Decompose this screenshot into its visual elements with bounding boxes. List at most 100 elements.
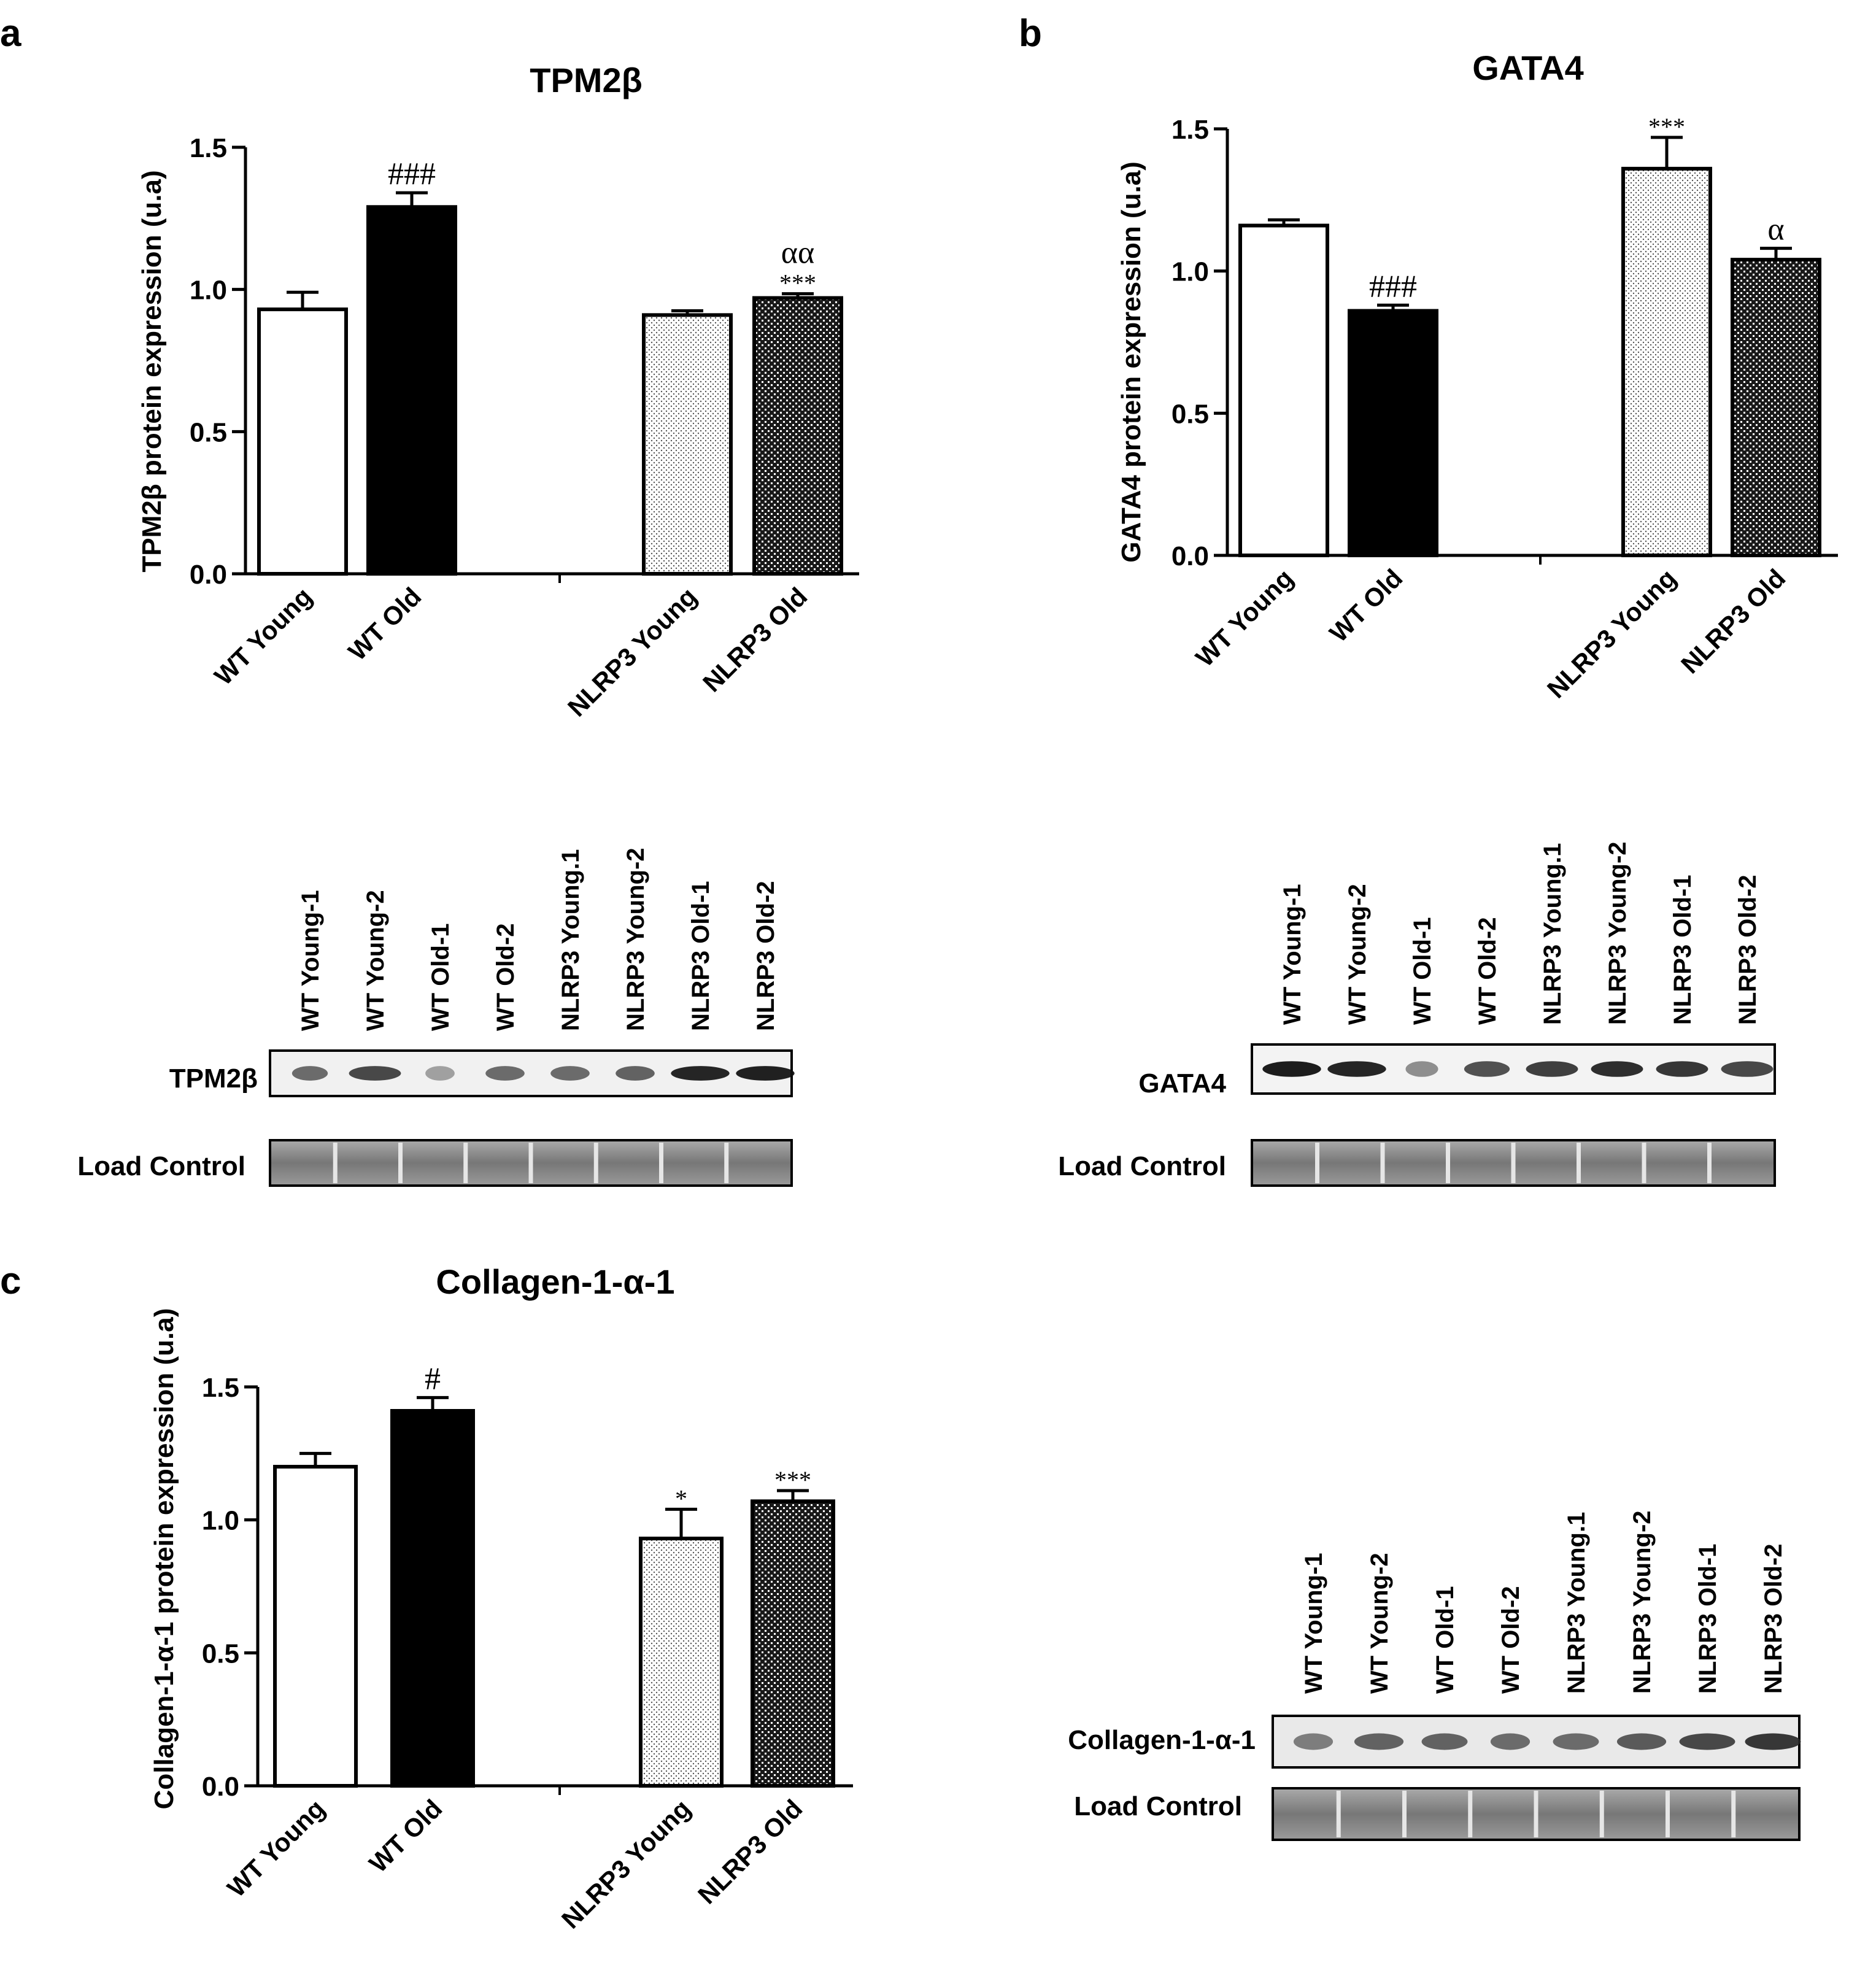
western-blot-c: WT Young-1 WT Young-2 WT Old-1 WT Old-2 NLRP… xyxy=(1068,1510,1801,1841)
lane-label: WT Old-2 xyxy=(492,923,519,1031)
load-control-label: Load Control xyxy=(1074,1791,1242,1821)
protein-label: GATA4 xyxy=(1138,1068,1226,1098)
bar-wt-young xyxy=(1238,223,1329,557)
lane-label: NLRP3 Old-2 xyxy=(752,881,779,1031)
protein-band xyxy=(1616,1733,1667,1750)
significance-annotation: α xyxy=(1767,212,1784,247)
x-tick-label: NLRP3 Old xyxy=(692,1794,808,1909)
western-blot-a: WT Young-1 WT Young-2 WT Old-1 WT Old-2 NLRP… xyxy=(77,847,795,1187)
y-axis-label: GATA4 protein expression (u.a) xyxy=(1116,161,1146,563)
load-control-label: Load Control xyxy=(77,1151,245,1181)
lane-label: NLRP3 Young.1 xyxy=(557,849,584,1031)
bar-nlrp3-old xyxy=(1731,258,1821,557)
lane-label: NLRP3 Young.1 xyxy=(1539,843,1566,1025)
panel-letter-c: c xyxy=(0,1260,21,1302)
chart-title: Collagen-1-α-1 xyxy=(436,1262,674,1301)
x-tick-label: WT Young xyxy=(222,1794,330,1902)
protein-band xyxy=(291,1066,328,1081)
y-tick-label: 0.0 xyxy=(190,560,227,590)
x-tick-label: NLRP3 Old xyxy=(1675,563,1791,679)
bar-nlrp3-young xyxy=(1621,166,1712,558)
y-axis-label: TPM2β protein expression (u.a) xyxy=(137,170,167,572)
lane-label: NLRP3 Young-2 xyxy=(1604,841,1631,1025)
y-tick-label: 1.0 xyxy=(202,1506,239,1536)
protein-band xyxy=(616,1066,655,1081)
panel-letter-a: a xyxy=(0,12,21,55)
protein-band xyxy=(349,1066,401,1081)
y-axis-label: Collagen-1-α-1 protein expression (u.a) xyxy=(149,1308,179,1810)
protein-band xyxy=(1421,1733,1468,1750)
significance-annotation: *** xyxy=(774,1466,811,1494)
protein-band xyxy=(1405,1061,1438,1077)
x-tick-label: NLRP3 Young xyxy=(562,582,702,722)
x-tick-label: WT Young xyxy=(1190,563,1299,672)
lane-label: WT Young-1 xyxy=(297,890,324,1031)
significance-annotation: *** xyxy=(1648,113,1685,141)
x-tick-label: NLRP3 Young xyxy=(556,1794,696,1934)
significance-annotation: # xyxy=(425,1361,441,1396)
protein-band xyxy=(1262,1061,1321,1077)
protein-band xyxy=(1745,1733,1801,1750)
protein-band xyxy=(1526,1061,1578,1077)
lane-label: WT Old-2 xyxy=(1497,1586,1524,1694)
y-tick-label: 0.5 xyxy=(190,417,227,447)
lane-label: NLRP3 Young-2 xyxy=(622,847,649,1031)
lane-label: WT Young-2 xyxy=(362,890,389,1031)
protein-band xyxy=(671,1066,730,1081)
western-blot-b: WT Young-1 WT Young-2 WT Old-1 WT Old-2 NLRP… xyxy=(1058,841,1776,1187)
chart-b: GATA4 GATA4 protein expression (u.a) 0.0… xyxy=(1116,48,1838,704)
y-tick-label: 1.5 xyxy=(1172,115,1209,145)
protein-band xyxy=(1656,1061,1708,1077)
x-tick-label: NLRP3 Old xyxy=(697,582,813,697)
significance-annotation: *** xyxy=(779,269,816,297)
protein-band xyxy=(1490,1733,1531,1750)
lane-label: NLRP3 Old-1 xyxy=(687,881,714,1031)
protein-band xyxy=(1354,1733,1404,1750)
y-tick-label: 0.0 xyxy=(1172,541,1209,571)
lane-label: NLRP3 Old-1 xyxy=(1669,875,1696,1025)
x-tick-label: WT Old xyxy=(1324,563,1408,647)
lane-label: NLRP3 Old-1 xyxy=(1694,1544,1721,1694)
x-tick-label: WT Old xyxy=(342,582,427,666)
x-tick-label: WT Old xyxy=(363,1794,447,1878)
protein-band xyxy=(1553,1733,1599,1750)
protein-band xyxy=(1293,1733,1334,1750)
protein-band xyxy=(1327,1061,1386,1077)
bar-nlrp3-young xyxy=(642,313,733,576)
y-tick-label: 1.0 xyxy=(1172,257,1209,287)
load-control-label: Load Control xyxy=(1058,1151,1226,1181)
chart-title: GATA4 xyxy=(1472,48,1583,87)
y-tick-label: 1.5 xyxy=(202,1373,239,1403)
lane-label: WT Old-1 xyxy=(1432,1586,1459,1694)
protein-band xyxy=(485,1066,525,1081)
lane-label: WT Old-1 xyxy=(1409,917,1436,1025)
protein-band xyxy=(1679,1733,1735,1750)
lane-label: NLRP3 Old-2 xyxy=(1760,1544,1787,1694)
significance-annotation: αα xyxy=(781,236,815,271)
protein-band xyxy=(736,1066,795,1081)
x-tick-label: NLRP3 Young xyxy=(1542,563,1681,703)
protein-band xyxy=(425,1066,455,1081)
protein-band xyxy=(1591,1061,1643,1077)
lane-label: WT Young-1 xyxy=(1300,1553,1327,1694)
protein-label: Collagen-1-α-1 xyxy=(1068,1725,1256,1755)
protein-band xyxy=(1721,1061,1774,1077)
lane-label: NLRP3 Old-2 xyxy=(1734,875,1761,1025)
protein-band xyxy=(1464,1061,1510,1077)
y-tick-label: 0.5 xyxy=(202,1639,239,1669)
y-tick-label: 0.5 xyxy=(1172,399,1209,429)
significance-annotation: ### xyxy=(1369,269,1417,304)
significance-annotation: * xyxy=(675,1484,687,1512)
panel-letter-b: b xyxy=(1019,12,1042,55)
significance-annotation: ### xyxy=(388,156,436,191)
protein-band xyxy=(550,1066,590,1081)
lane-label: WT Young-2 xyxy=(1344,884,1371,1025)
bar-wt-old xyxy=(1348,309,1438,557)
bar-wt-old xyxy=(390,1409,475,1788)
bar-wt-old xyxy=(366,205,457,576)
bar-wt-young xyxy=(273,1465,358,1788)
lane-label: NLRP3 Young.1 xyxy=(1563,1512,1590,1694)
chart-c: Collagen-1-α-1 Collagen-1-α-1 protein ex… xyxy=(149,1262,853,1934)
chart-title: TPM2β xyxy=(530,61,643,99)
